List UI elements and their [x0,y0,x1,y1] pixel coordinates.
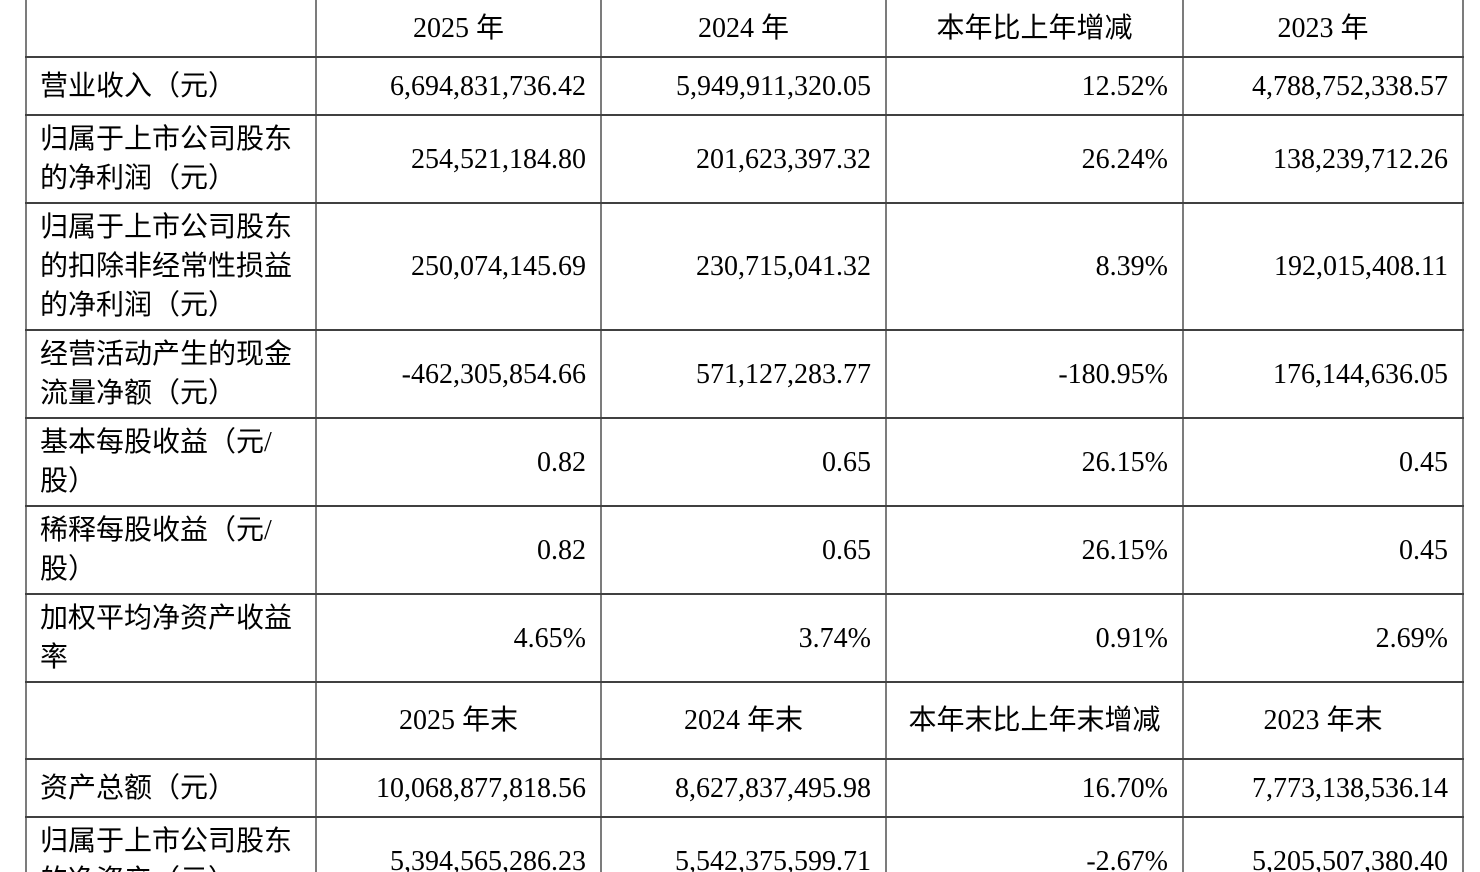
value-2024-end: 5,542,375,599.71 [600,816,887,872]
value-change: 26.15% [885,505,1184,595]
header-2025-end: 2025 年末 [315,681,602,760]
corner-cell-period-end [25,681,317,760]
key-financials-table: 2025 年 2024 年 本年比上年增减 2023 年 营业收入（元） 6,6… [25,0,1464,872]
header-end-yoy-change: 本年末比上年末增减 [885,681,1184,760]
header-yoy-change: 本年比上年增减 [885,0,1184,58]
row-net-profit: 归属于上市公司股东的净利润（元） 254,521,184.80 201,623,… [25,114,1464,204]
value-change: 0.91% [885,593,1184,683]
value-2024: 3.74% [600,593,887,683]
value-2025: -462,305,854.66 [315,329,602,419]
header-2025: 2025 年 [315,0,602,58]
row-basic-eps: 基本每股收益（元/股） 0.82 0.65 26.15% 0.45 [25,417,1464,507]
value-2023: 192,015,408.11 [1182,202,1464,331]
value-2024-end: 8,627,837,495.98 [600,758,887,818]
value-change: 8.39% [885,202,1184,331]
header-2023: 2023 年 [1182,0,1464,58]
value-2024: 230,715,041.32 [600,202,887,331]
value-2023-end: 5,205,507,380.40 [1182,816,1464,872]
value-change: -180.95% [885,329,1184,419]
row-operating-cash-flow: 经营活动产生的现金流量净额（元） -462,305,854.66 571,127… [25,329,1464,419]
value-change: 16.70% [885,758,1184,818]
value-change: 26.24% [885,114,1184,204]
value-2024: 571,127,283.77 [600,329,887,419]
value-2025: 4.65% [315,593,602,683]
row-total-assets: 资产总额（元） 10,068,877,818.56 8,627,837,495.… [25,758,1464,818]
header-2024: 2024 年 [600,0,887,58]
row-label: 归属于上市公司股东的扣除非经常性损益的净利润（元） [25,202,317,331]
row-net-assets: 归属于上市公司股东的净资产（元） 5,394,565,286.23 5,542,… [25,816,1464,872]
row-label: 加权平均净资产收益率 [25,593,317,683]
value-2023: 4,788,752,338.57 [1182,56,1464,116]
value-2023: 0.45 [1182,417,1464,507]
value-2024: 0.65 [600,417,887,507]
header-row-annual: 2025 年 2024 年 本年比上年增减 2023 年 [25,0,1464,58]
value-2024: 0.65 [600,505,887,595]
value-change: 12.52% [885,56,1184,116]
row-label: 营业收入（元） [25,56,317,116]
value-2025: 254,521,184.80 [315,114,602,204]
value-2025-end: 5,394,565,286.23 [315,816,602,872]
value-2025: 0.82 [315,417,602,507]
row-label: 归属于上市公司股东的净利润（元） [25,114,317,204]
row-diluted-eps: 稀释每股收益（元/股） 0.82 0.65 26.15% 0.45 [25,505,1464,595]
value-2023: 0.45 [1182,505,1464,595]
value-2025: 6,694,831,736.42 [315,56,602,116]
value-2023-end: 7,773,138,536.14 [1182,758,1464,818]
value-2023: 2.69% [1182,593,1464,683]
value-2024: 5,949,911,320.05 [600,56,887,116]
header-2024-end: 2024 年末 [600,681,887,760]
value-change: 26.15% [885,417,1184,507]
row-label: 稀释每股收益（元/股） [25,505,317,595]
value-2024: 201,623,397.32 [600,114,887,204]
header-row-period-end: 2025 年末 2024 年末 本年末比上年末增减 2023 年末 [25,681,1464,760]
header-2023-end: 2023 年末 [1182,681,1464,760]
row-weighted-avg-roe: 加权平均净资产收益率 4.65% 3.74% 0.91% 2.69% [25,593,1464,683]
value-2023: 138,239,712.26 [1182,114,1464,204]
row-revenue: 营业收入（元） 6,694,831,736.42 5,949,911,320.0… [25,56,1464,116]
row-label: 资产总额（元） [25,758,317,818]
row-label: 经营活动产生的现金流量净额（元） [25,329,317,419]
value-change: -2.67% [885,816,1184,872]
value-2025-end: 10,068,877,818.56 [315,758,602,818]
value-2025: 250,074,145.69 [315,202,602,331]
row-label: 基本每股收益（元/股） [25,417,317,507]
row-label: 归属于上市公司股东的净资产（元） [25,816,317,872]
row-net-profit-excl-nonrecurring: 归属于上市公司股东的扣除非经常性损益的净利润（元） 250,074,145.69… [25,202,1464,331]
value-2023: 176,144,636.05 [1182,329,1464,419]
corner-cell-annual [25,0,317,58]
value-2025: 0.82 [315,505,602,595]
